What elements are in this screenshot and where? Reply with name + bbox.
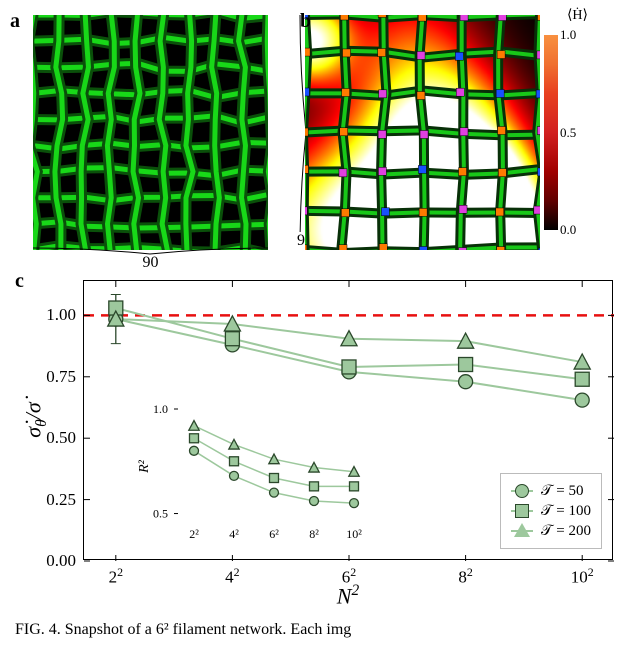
chart-c-ylabel: σ̇θ/σ̇ xyxy=(21,402,51,437)
svg-text:6²: 6² xyxy=(269,527,279,541)
chart-c-xlabel: N2 xyxy=(337,582,359,609)
colorbar-scale: ×10⁻² xyxy=(569,0,600,4)
panel-b-label: b xyxy=(300,10,311,33)
svg-text:8²: 8² xyxy=(309,527,319,541)
svg-text:4²: 4² xyxy=(229,527,239,541)
panel-b-image xyxy=(305,15,540,250)
figure-caption: FIG. 4. Snapshot of a 6² filament networ… xyxy=(15,620,625,641)
colorbar-ticks: 0.00.51.0 xyxy=(560,35,590,230)
svg-text:R²: R² xyxy=(137,459,152,474)
panel-a-image xyxy=(33,15,268,250)
svg-text:1.0: 1.0 xyxy=(153,402,168,416)
chart-c-legend: 𝒯 = 50𝒯 = 100𝒯 = 200 xyxy=(500,473,602,549)
colorbar xyxy=(544,35,558,230)
chart-c: 0.000.250.500.751.00 22426282102 σ̇θ/σ̇ … xyxy=(83,280,613,560)
svg-text:2²: 2² xyxy=(189,527,199,541)
svg-text:10²: 10² xyxy=(346,527,362,541)
chart-c-inset: 0.51.02²4²6²8²10²R² xyxy=(174,409,374,524)
svg-text:0.5: 0.5 xyxy=(153,507,168,521)
panel-c-label: c xyxy=(15,270,24,293)
panel-a-label: a xyxy=(10,10,20,33)
panel-a-xsize: 90 xyxy=(33,246,268,272)
colorbar-label: ⟨Ḣ⟩ xyxy=(567,7,588,24)
